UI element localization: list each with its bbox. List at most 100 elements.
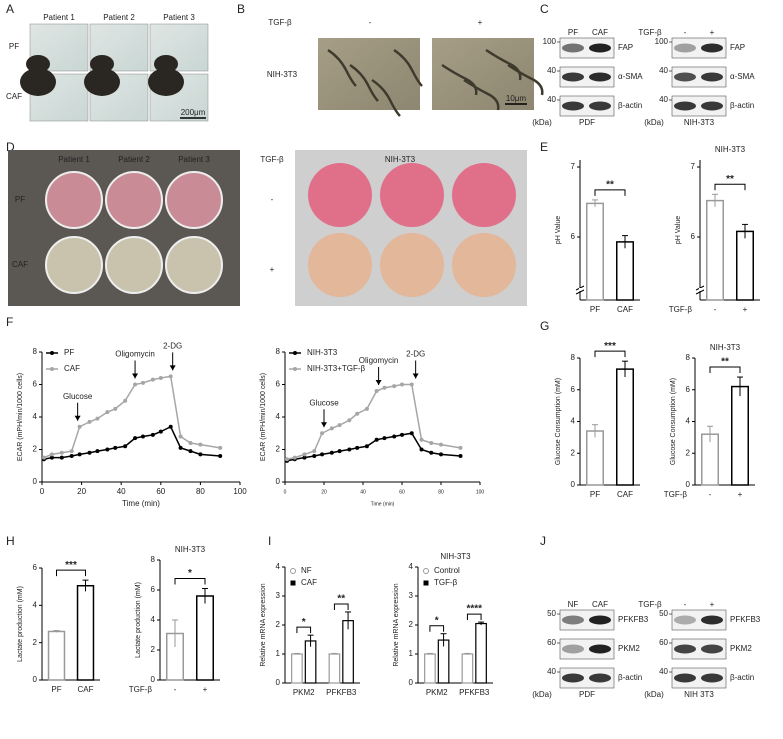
x-axis-label: TGF-β	[669, 305, 693, 314]
well	[452, 233, 516, 297]
bar	[328, 653, 341, 684]
significance-bracket	[296, 626, 312, 634]
y-tick-label: 7	[571, 162, 576, 171]
cell	[393, 48, 423, 87]
micrograph	[318, 38, 420, 110]
bar	[461, 653, 474, 684]
micrograph	[432, 38, 534, 110]
bar	[196, 595, 214, 681]
y-tick-label: 8	[276, 347, 281, 356]
x-tick-label: CAF	[617, 490, 633, 499]
arrow-head	[74, 415, 81, 421]
point	[77, 424, 82, 429]
point	[95, 449, 100, 454]
y-axis-label: Lactate production (mM)	[17, 586, 24, 662]
legend-marker	[50, 351, 54, 355]
y-tick-label: 3	[409, 591, 414, 600]
y-tick-label: 6	[571, 385, 576, 394]
point	[374, 437, 379, 442]
x-tick-label: 100	[476, 489, 485, 495]
point	[429, 441, 434, 445]
point	[59, 450, 64, 455]
cell	[349, 63, 379, 102]
band	[674, 43, 696, 53]
y-tick-label: 2	[33, 638, 38, 647]
legend-marker	[50, 367, 54, 371]
point	[95, 416, 100, 421]
bar	[731, 385, 749, 486]
legend-marker	[290, 580, 296, 586]
chart-title: NIH-3T3	[710, 343, 741, 352]
y-tick-label: 6	[276, 380, 281, 389]
y-tick-label: 4	[33, 412, 38, 421]
lane-label: CAF	[592, 28, 608, 37]
bar	[616, 368, 634, 486]
significance-bracket	[714, 183, 746, 191]
point	[198, 442, 203, 447]
panel-label: I	[268, 534, 271, 548]
blot-group: NF CAF 50 PFKFB3 60 PKM2 40 β-actin (kDa) PDF	[532, 600, 649, 699]
bar	[76, 584, 95, 681]
y-axis-label: Glucose Consumption (mM)	[670, 378, 677, 465]
annotation: Oligomycin	[115, 350, 155, 359]
point	[347, 418, 352, 423]
legend-label: NF	[301, 566, 312, 575]
point	[158, 376, 163, 380]
x-tick-label: -	[714, 305, 717, 314]
significance-bracket	[466, 613, 482, 621]
point	[302, 455, 307, 460]
panel-label: D	[6, 140, 15, 154]
blot	[671, 95, 727, 117]
y-tick-label: 8	[33, 347, 38, 356]
arrow-head	[412, 373, 419, 379]
bar	[736, 230, 754, 301]
cell	[371, 78, 401, 117]
x-tick-label: 80	[438, 489, 444, 495]
significance: ****	[466, 604, 482, 615]
point	[347, 447, 352, 452]
point	[320, 452, 325, 457]
point	[105, 410, 110, 415]
x-tick-label: CAF	[78, 685, 94, 694]
lane-label: -	[684, 28, 687, 37]
point	[133, 436, 138, 441]
x-tick-label: CAF	[617, 305, 633, 314]
panel-label: J	[540, 534, 546, 548]
point	[409, 382, 414, 387]
band	[674, 615, 696, 625]
y-tick-label: 8	[571, 353, 576, 362]
point	[218, 454, 223, 458]
protein-label: α-SMA	[730, 72, 755, 81]
band	[674, 644, 696, 654]
y-tick-label: 0	[33, 675, 38, 684]
x-tick-label: 80	[196, 487, 205, 496]
panel-label: B	[237, 2, 245, 16]
protein-label: α-SMA	[618, 72, 643, 81]
blot	[559, 95, 615, 117]
lane-label: +	[710, 28, 715, 37]
annotation: 2-DG	[163, 341, 182, 350]
x-tick-label: 60	[156, 487, 165, 496]
arrow-head	[321, 422, 327, 428]
blot-group: TGF-β - +100 FAP 40 α-SMA 40 β-actin (kDa) NIH-3T…	[638, 28, 755, 127]
legend-marker	[290, 568, 296, 574]
y-tick-label: 4	[686, 417, 691, 426]
cell	[441, 63, 478, 96]
y-tick-label: 1	[409, 649, 414, 658]
point	[312, 449, 317, 454]
point	[392, 384, 397, 389]
point	[419, 437, 424, 442]
scale-label: 200μm	[181, 108, 206, 117]
y-tick-label: 8	[686, 353, 691, 362]
point	[87, 450, 92, 455]
point	[77, 452, 82, 457]
x-tick-label: -	[174, 685, 177, 694]
point	[69, 449, 74, 454]
marker-label: 40	[547, 667, 556, 676]
x-tick-label: 0	[40, 487, 45, 496]
unit-label: (kDa)	[644, 118, 664, 127]
panel-label: G	[540, 319, 549, 333]
lane-label: NF	[568, 600, 579, 609]
factor-label: TGF-β	[638, 600, 662, 609]
x-tick-label: 100	[233, 487, 247, 496]
